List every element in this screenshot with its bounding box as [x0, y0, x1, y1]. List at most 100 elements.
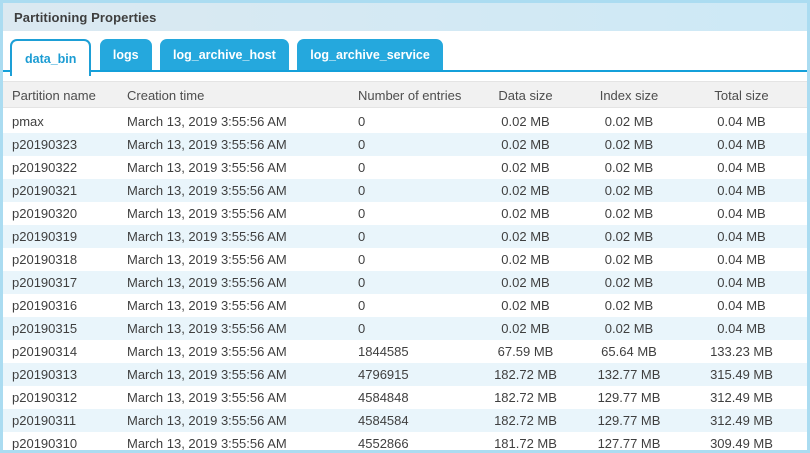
tab-log_archive_service[interactable]: log_archive_service: [297, 39, 443, 70]
cell-creation-time: March 13, 2019 3:55:56 AM: [117, 109, 348, 133]
cell-number-of-entries: 0: [348, 133, 469, 156]
cell-total-size: 0.04 MB: [676, 248, 807, 271]
table-row: p20190316 March 13, 2019 3:55:56 AM 0 0.…: [3, 294, 807, 317]
cell-partition-name: p20190314: [3, 340, 117, 363]
cell-index-size: 129.77 MB: [582, 409, 676, 432]
cell-data-size: 182.72 MB: [469, 363, 582, 386]
cell-number-of-entries: 1844585: [348, 340, 469, 363]
cell-creation-time: March 13, 2019 3:55:56 AM: [117, 202, 348, 225]
tab-label: log_archive_host: [173, 48, 276, 62]
cell-data-size: 0.02 MB: [469, 156, 582, 179]
cell-creation-time: March 13, 2019 3:55:56 AM: [117, 409, 348, 432]
column-header-index-size: Index size: [582, 82, 676, 110]
cell-index-size: 127.77 MB: [582, 432, 676, 453]
cell-partition-name: p20190315: [3, 317, 117, 340]
cell-creation-time: March 13, 2019 3:55:56 AM: [117, 386, 348, 409]
table-row: p20190322 March 13, 2019 3:55:56 AM 0 0.…: [3, 156, 807, 179]
cell-number-of-entries: 0: [348, 202, 469, 225]
cell-number-of-entries: 0: [348, 225, 469, 248]
table-row: p20190318 March 13, 2019 3:55:56 AM 0 0.…: [3, 248, 807, 271]
cell-total-size: 133.23 MB: [676, 340, 807, 363]
table-row: p20190313 March 13, 2019 3:55:56 AM 4796…: [3, 363, 807, 386]
table-row: p20190311 March 13, 2019 3:55:56 AM 4584…: [3, 409, 807, 432]
cell-creation-time: March 13, 2019 3:55:56 AM: [117, 271, 348, 294]
cell-number-of-entries: 0: [348, 156, 469, 179]
table-row: p20190314 March 13, 2019 3:55:56 AM 1844…: [3, 340, 807, 363]
cell-total-size: 0.04 MB: [676, 179, 807, 202]
tab-label: data_bin: [25, 52, 76, 66]
cell-partition-name: p20190321: [3, 179, 117, 202]
cell-index-size: 0.02 MB: [582, 109, 676, 133]
table-row: pmax March 13, 2019 3:55:56 AM 0 0.02 MB…: [3, 109, 807, 133]
cell-index-size: 0.02 MB: [582, 179, 676, 202]
column-header-partition-name: Partition name: [3, 82, 117, 110]
table-row: p20190321 March 13, 2019 3:55:56 AM 0 0.…: [3, 179, 807, 202]
cell-number-of-entries: 0: [348, 109, 469, 133]
tab-data_bin[interactable]: data_bin: [10, 39, 91, 76]
table-row: p20190319 March 13, 2019 3:55:56 AM 0 0.…: [3, 225, 807, 248]
column-header-number-of-entries: Number of entries: [348, 82, 469, 110]
cell-number-of-entries: 4796915: [348, 363, 469, 386]
cell-total-size: 0.04 MB: [676, 133, 807, 156]
cell-total-size: 0.04 MB: [676, 109, 807, 133]
partitioning-properties-panel: Partitioning Properties data_bin logs lo…: [0, 0, 810, 453]
cell-data-size: 0.02 MB: [469, 248, 582, 271]
cell-index-size: 0.02 MB: [582, 294, 676, 317]
cell-creation-time: March 13, 2019 3:55:56 AM: [117, 156, 348, 179]
cell-number-of-entries: 0: [348, 271, 469, 294]
cell-data-size: 67.59 MB: [469, 340, 582, 363]
cell-number-of-entries: 0: [348, 317, 469, 340]
cell-index-size: 0.02 MB: [582, 248, 676, 271]
cell-data-size: 181.72 MB: [469, 432, 582, 453]
column-header-total-size: Total size: [676, 82, 807, 110]
partitions-table: Partition name Creation time Number of e…: [3, 81, 807, 453]
cell-partition-name: p20190316: [3, 294, 117, 317]
cell-data-size: 0.02 MB: [469, 133, 582, 156]
table-row: p20190320 March 13, 2019 3:55:56 AM 0 0.…: [3, 202, 807, 225]
column-header-data-size: Data size: [469, 82, 582, 110]
cell-index-size: 0.02 MB: [582, 271, 676, 294]
cell-partition-name: p20190312: [3, 386, 117, 409]
cell-data-size: 182.72 MB: [469, 386, 582, 409]
tab-logs[interactable]: logs: [100, 39, 152, 70]
cell-total-size: 315.49 MB: [676, 363, 807, 386]
cell-creation-time: March 13, 2019 3:55:56 AM: [117, 317, 348, 340]
cell-index-size: 0.02 MB: [582, 202, 676, 225]
cell-index-size: 0.02 MB: [582, 317, 676, 340]
cell-data-size: 0.02 MB: [469, 317, 582, 340]
cell-data-size: 0.02 MB: [469, 294, 582, 317]
tab-label: log_archive_service: [310, 48, 430, 62]
cell-partition-name: p20190322: [3, 156, 117, 179]
cell-creation-time: March 13, 2019 3:55:56 AM: [117, 225, 348, 248]
cell-total-size: 0.04 MB: [676, 202, 807, 225]
cell-total-size: 0.04 MB: [676, 225, 807, 248]
cell-creation-time: March 13, 2019 3:55:56 AM: [117, 179, 348, 202]
panel-titlebar: Partitioning Properties: [3, 3, 807, 31]
cell-creation-time: March 13, 2019 3:55:56 AM: [117, 294, 348, 317]
table-header-row: Partition name Creation time Number of e…: [3, 82, 807, 110]
cell-total-size: 0.04 MB: [676, 294, 807, 317]
table-row: p20190317 March 13, 2019 3:55:56 AM 0 0.…: [3, 271, 807, 294]
cell-total-size: 0.04 MB: [676, 156, 807, 179]
cell-partition-name: p20190317: [3, 271, 117, 294]
cell-data-size: 0.02 MB: [469, 109, 582, 133]
cell-creation-time: March 13, 2019 3:55:56 AM: [117, 133, 348, 156]
cell-index-size: 129.77 MB: [582, 386, 676, 409]
tab-log_archive_host[interactable]: log_archive_host: [160, 39, 289, 70]
cell-number-of-entries: 0: [348, 248, 469, 271]
cell-index-size: 0.02 MB: [582, 225, 676, 248]
cell-total-size: 309.49 MB: [676, 432, 807, 453]
cell-total-size: 0.04 MB: [676, 271, 807, 294]
cell-data-size: 0.02 MB: [469, 271, 582, 294]
cell-number-of-entries: 0: [348, 179, 469, 202]
cell-partition-name: pmax: [3, 109, 117, 133]
tab-label: logs: [113, 48, 139, 62]
cell-number-of-entries: 4552866: [348, 432, 469, 453]
table-body: pmax March 13, 2019 3:55:56 AM 0 0.02 MB…: [3, 109, 807, 453]
table-row: p20190310 March 13, 2019 3:55:56 AM 4552…: [3, 432, 807, 453]
cell-data-size: 0.02 MB: [469, 179, 582, 202]
cell-index-size: 0.02 MB: [582, 156, 676, 179]
cell-partition-name: p20190313: [3, 363, 117, 386]
cell-partition-name: p20190318: [3, 248, 117, 271]
cell-number-of-entries: 0: [348, 294, 469, 317]
